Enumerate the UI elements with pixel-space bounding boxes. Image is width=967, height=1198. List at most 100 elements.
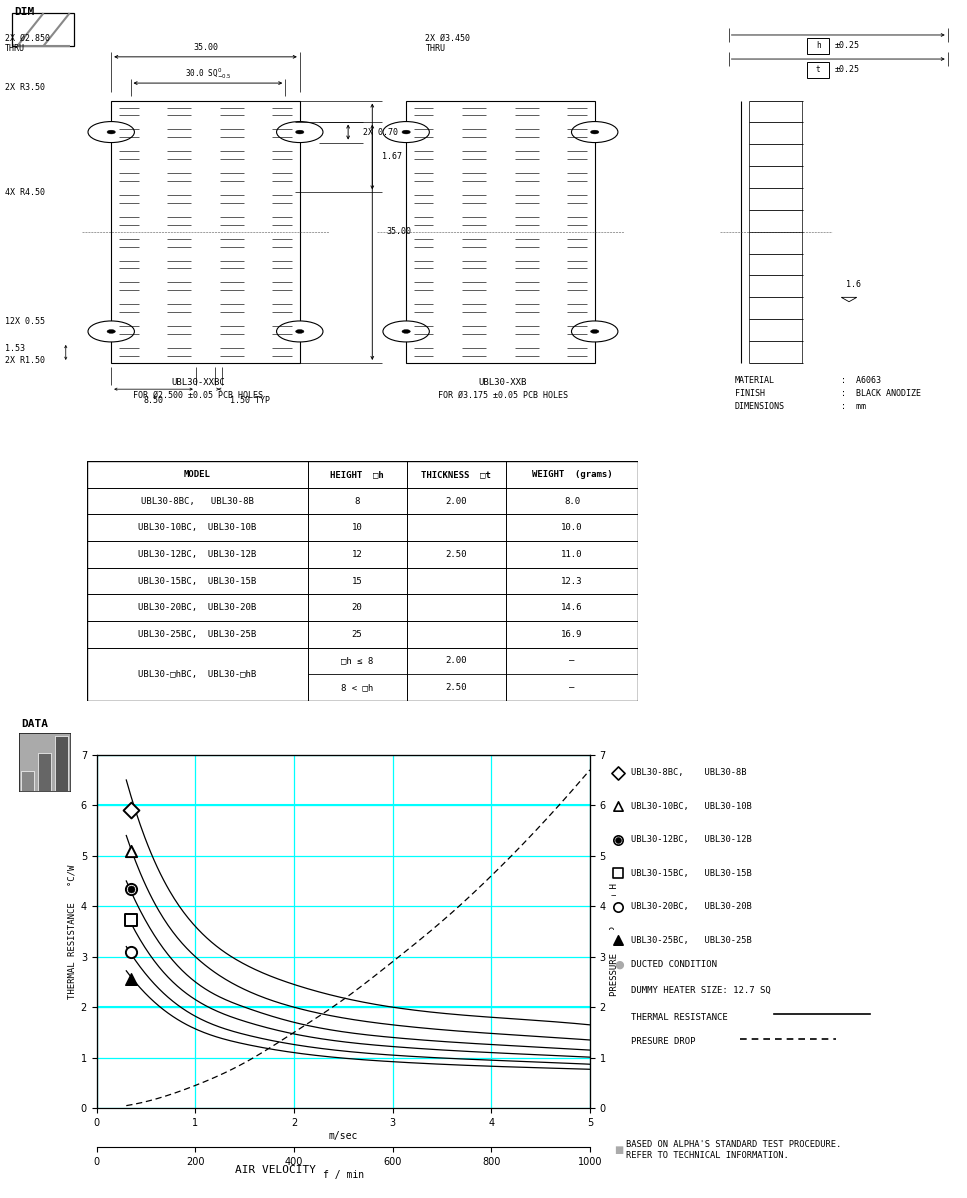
Text: 12: 12 <box>352 550 363 559</box>
Circle shape <box>571 121 618 143</box>
Text: 30.0 SQ$^0_{-0.5}$: 30.0 SQ$^0_{-0.5}$ <box>185 66 231 81</box>
Text: AIR VELOCITY: AIR VELOCITY <box>235 1166 316 1175</box>
Text: UBL30-XXB: UBL30-XXB <box>479 379 527 387</box>
Text: 1.53: 1.53 <box>5 344 25 352</box>
Text: UBL30-25BC,  UBL30-25B: UBL30-25BC, UBL30-25B <box>138 630 256 639</box>
Text: 14.6: 14.6 <box>561 603 583 612</box>
Text: 2X Ø3.450
THRU: 2X Ø3.450 THRU <box>425 34 471 54</box>
X-axis label: m/sec: m/sec <box>329 1131 358 1140</box>
Circle shape <box>296 131 304 134</box>
Text: □h ≤ 8: □h ≤ 8 <box>341 657 373 665</box>
Text: MATERIAL: MATERIAL <box>735 376 775 385</box>
Circle shape <box>571 321 618 341</box>
Text: 2X R3.50: 2X R3.50 <box>5 83 44 92</box>
Point <box>124 910 139 930</box>
Circle shape <box>277 121 323 143</box>
Text: THERMAL RESISTANCE: THERMAL RESISTANCE <box>631 1012 728 1022</box>
Bar <box>406 101 595 363</box>
Circle shape <box>591 131 599 134</box>
Text: UBL30-8BC,    UBL30-8B: UBL30-8BC, UBL30-8B <box>631 768 747 778</box>
Text: :  mm: : mm <box>841 403 866 411</box>
Circle shape <box>88 321 134 341</box>
Text: MODEL: MODEL <box>184 470 211 479</box>
Text: UBL30-XXBC: UBL30-XXBC <box>171 379 225 387</box>
Point <box>689 665 705 684</box>
Text: UBL30-15BC,  UBL30-15B: UBL30-15BC, UBL30-15B <box>138 576 256 586</box>
Text: 20: 20 <box>352 603 363 612</box>
Text: 2X R1.50: 2X R1.50 <box>5 356 44 365</box>
Text: UBL30-□hBC,  UBL30-□hB: UBL30-□hBC, UBL30-□hB <box>138 670 256 679</box>
Text: 2.50: 2.50 <box>446 550 467 559</box>
Text: –: – <box>570 657 574 665</box>
Polygon shape <box>841 297 857 302</box>
Text: UBL30-12BC,  UBL30-12B: UBL30-12BC, UBL30-12B <box>138 550 256 559</box>
Text: UBL30-8BC,   UBL30-8B: UBL30-8BC, UBL30-8B <box>141 497 253 506</box>
Y-axis label: THERMAL RESISTANCE   °C/W: THERMAL RESISTANCE °C/W <box>68 864 76 999</box>
Circle shape <box>591 329 599 333</box>
Bar <box>38 754 51 791</box>
Text: 12X 0.55: 12X 0.55 <box>5 317 44 326</box>
X-axis label: f / min: f / min <box>323 1169 364 1180</box>
Text: FINISH: FINISH <box>735 389 765 398</box>
Text: HEIGHT  □h: HEIGHT □h <box>331 470 384 479</box>
Text: t: t <box>816 66 820 74</box>
Bar <box>12 13 74 46</box>
Text: FOR Ø3.175 ±0.05 PCB HOLES: FOR Ø3.175 ±0.05 PCB HOLES <box>438 391 568 400</box>
Text: DIM: DIM <box>15 6 35 17</box>
Circle shape <box>107 131 115 134</box>
Point <box>124 800 139 819</box>
Circle shape <box>402 329 410 333</box>
Text: 8 < □h: 8 < □h <box>341 683 373 692</box>
Text: h: h <box>816 42 820 50</box>
Text: 35.00: 35.00 <box>193 43 218 53</box>
Bar <box>807 38 829 54</box>
Point <box>689 833 705 852</box>
Point <box>689 732 705 751</box>
Text: 2.00: 2.00 <box>446 657 467 665</box>
Circle shape <box>107 329 115 333</box>
Text: 1.67: 1.67 <box>382 152 402 162</box>
Text: FOR Ø2.500 ±0.05 PCB HOLES: FOR Ø2.500 ±0.05 PCB HOLES <box>133 391 263 400</box>
Point <box>124 970 139 990</box>
Bar <box>21 770 35 791</box>
Point <box>124 879 139 898</box>
Text: THICKNESS  □t: THICKNESS □t <box>422 470 491 479</box>
Text: WEIGHT  (grams): WEIGHT (grams) <box>532 470 612 479</box>
Text: UBL30-15BC,   UBL30-15B: UBL30-15BC, UBL30-15B <box>631 869 752 878</box>
Point <box>124 841 139 860</box>
Circle shape <box>296 329 304 333</box>
Bar <box>54 736 68 791</box>
Text: 15: 15 <box>352 576 363 586</box>
Point <box>689 766 705 785</box>
Text: 10: 10 <box>352 524 363 532</box>
Circle shape <box>402 131 410 134</box>
Text: –: – <box>570 683 574 692</box>
Text: 2X Ø2.850
THRU: 2X Ø2.850 THRU <box>5 34 50 54</box>
Text: 2.00: 2.00 <box>446 497 467 506</box>
Circle shape <box>383 121 429 143</box>
Text: 1.6: 1.6 <box>846 279 862 289</box>
Text: DATA: DATA <box>21 719 48 728</box>
Point <box>689 799 705 818</box>
Text: ■: ■ <box>614 1145 624 1155</box>
Bar <box>111 101 300 363</box>
Text: :  BLACK ANODIZE: : BLACK ANODIZE <box>841 389 922 398</box>
Point <box>124 942 139 961</box>
Text: 25: 25 <box>352 630 363 639</box>
Text: DUMMY HEATER SIZE: 12.7 SQ: DUMMY HEATER SIZE: 12.7 SQ <box>631 986 772 996</box>
Bar <box>807 62 829 78</box>
Text: ●: ● <box>614 960 624 969</box>
Text: UBL30-10BC,  UBL30-10B: UBL30-10BC, UBL30-10B <box>138 524 256 532</box>
Text: UBL30-10BC,   UBL30-10B: UBL30-10BC, UBL30-10B <box>631 801 752 811</box>
Text: UBL30-20BC,  UBL30-20B: UBL30-20BC, UBL30-20B <box>138 603 256 612</box>
Point <box>689 732 705 751</box>
Text: 12.3: 12.3 <box>561 576 583 586</box>
Text: PRESURE DROP: PRESURE DROP <box>631 1036 696 1046</box>
Text: 35.00: 35.00 <box>387 228 412 236</box>
Text: 11.0: 11.0 <box>561 550 583 559</box>
Text: 1.50 TYP: 1.50 TYP <box>230 395 270 405</box>
Text: :  A6063: : A6063 <box>841 376 881 385</box>
Circle shape <box>277 321 323 341</box>
Text: 4X R4.50: 4X R4.50 <box>5 188 44 196</box>
Text: BASED ON ALPHA'S STANDARD TEST PROCEDURE.
REFER TO TECHNICAL INFORMATION.: BASED ON ALPHA'S STANDARD TEST PROCEDURE… <box>626 1140 841 1160</box>
